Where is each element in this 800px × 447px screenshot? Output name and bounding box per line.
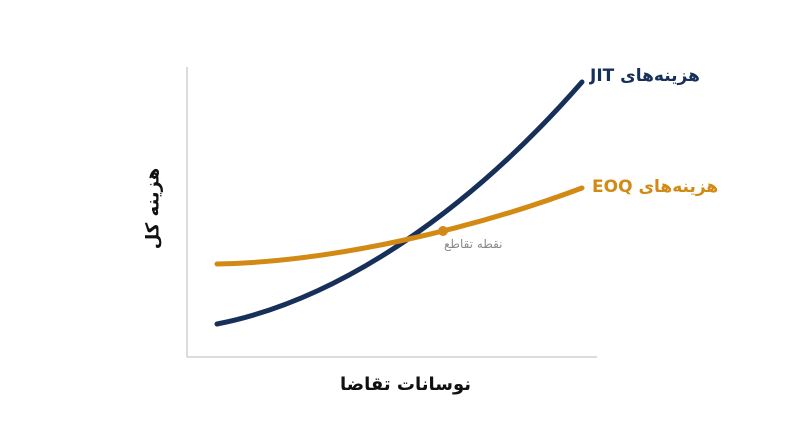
eoq-curve xyxy=(214,185,585,267)
jit-curve xyxy=(214,79,585,327)
intersection-label: نقطه تقاطع xyxy=(444,237,503,251)
x-axis-label: نوسانات تقاضا xyxy=(340,374,472,395)
y-axis-label: هزینه کل xyxy=(142,167,164,250)
jit-label: هزینه‌های JIT xyxy=(590,66,700,86)
intersection-point xyxy=(438,226,448,236)
eoq-label: هزینه‌های EOQ xyxy=(592,177,719,197)
